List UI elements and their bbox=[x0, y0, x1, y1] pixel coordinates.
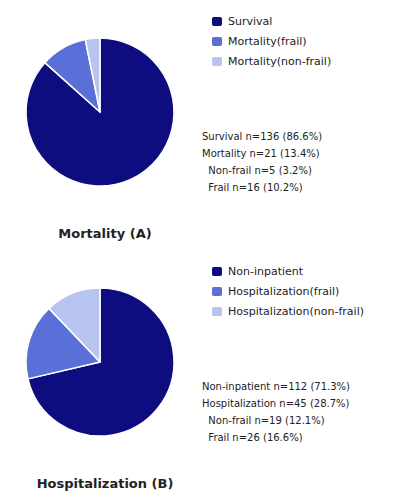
svg-text:Mortality(non-frail): Mortality(non-frail) bbox=[228, 55, 331, 68]
svg-text:Non-inpatient: Non-inpatient bbox=[228, 265, 304, 278]
svg-text:Mortality n=21 (13.4%): Mortality n=21 (13.4%) bbox=[202, 148, 320, 159]
svg-text:Mortality(frail): Mortality(frail) bbox=[228, 35, 307, 48]
svg-text:Hospitalization n=45 (28.7%): Hospitalization n=45 (28.7%) bbox=[202, 398, 350, 409]
svg-text:Non-frail n=5 (3.2%): Non-frail n=5 (3.2%) bbox=[202, 165, 312, 176]
svg-text:Survival: Survival bbox=[228, 15, 272, 28]
svg-text:Hospitalization(non-frail): Hospitalization(non-frail) bbox=[228, 305, 364, 318]
svg-text:Hospitalization (B): Hospitalization (B) bbox=[37, 476, 174, 491]
svg-text:Hospitalization(frail): Hospitalization(frail) bbox=[228, 285, 339, 298]
svg-text:Mortality (A): Mortality (A) bbox=[58, 226, 151, 241]
svg-text:Frail n=16 (10.2%): Frail n=16 (10.2%) bbox=[202, 182, 303, 193]
svg-text:Non-frail n=19 (12.1%): Non-frail n=19 (12.1%) bbox=[202, 415, 325, 426]
svg-text:Non-inpatient n=112 (71.3%): Non-inpatient n=112 (71.3%) bbox=[202, 381, 350, 392]
svg-text:Frail n=26 (16.6%): Frail n=26 (16.6%) bbox=[202, 432, 303, 443]
svg-text:Survival n=136 (86.6%): Survival n=136 (86.6%) bbox=[202, 131, 322, 142]
